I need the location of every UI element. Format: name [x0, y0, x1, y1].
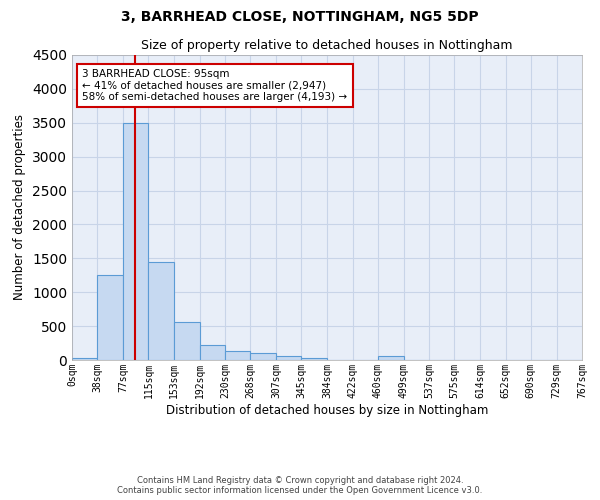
Bar	[72, 358, 97, 360]
Text: 3, BARRHEAD CLOSE, NOTTINGHAM, NG5 5DP: 3, BARRHEAD CLOSE, NOTTINGHAM, NG5 5DP	[121, 10, 479, 24]
Bar	[250, 353, 276, 360]
Bar	[378, 356, 404, 360]
Bar	[200, 346, 225, 360]
Bar	[301, 358, 328, 360]
Bar	[174, 322, 200, 360]
Text: 3 BARRHEAD CLOSE: 95sqm
← 41% of detached houses are smaller (2,947)
58% of semi: 3 BARRHEAD CLOSE: 95sqm ← 41% of detache…	[82, 68, 347, 102]
Title: Size of property relative to detached houses in Nottingham: Size of property relative to detached ho…	[141, 40, 513, 52]
Y-axis label: Number of detached properties: Number of detached properties	[13, 114, 26, 300]
Bar	[148, 262, 174, 360]
Bar	[97, 276, 123, 360]
Bar	[276, 356, 301, 360]
Bar	[225, 351, 250, 360]
X-axis label: Distribution of detached houses by size in Nottingham: Distribution of detached houses by size …	[166, 404, 488, 416]
Text: Contains HM Land Registry data © Crown copyright and database right 2024.
Contai: Contains HM Land Registry data © Crown c…	[118, 476, 482, 495]
Bar	[123, 123, 148, 360]
